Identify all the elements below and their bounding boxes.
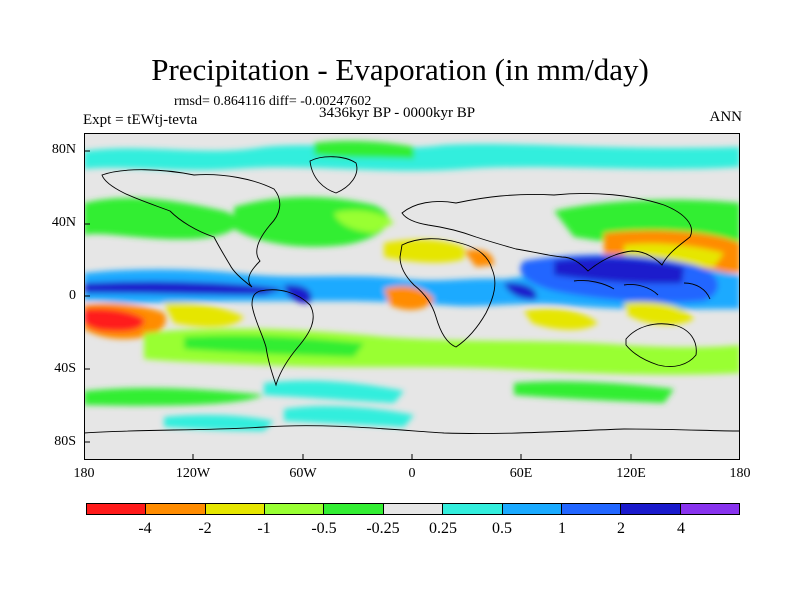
lon-label-60w: 60W bbox=[289, 466, 317, 481]
map-ticks bbox=[84, 150, 632, 460]
colorbar-label: 4 bbox=[677, 520, 685, 537]
colorbar-label: -2 bbox=[198, 520, 212, 537]
period-label: 3436kyr BP - 0000kyr BP bbox=[319, 105, 476, 121]
africa-outline bbox=[399, 238, 496, 348]
lon-label-180e: 180 bbox=[729, 466, 751, 481]
colorbar-label: 0.25 bbox=[429, 520, 457, 537]
colorbar-label: -1 bbox=[257, 520, 271, 537]
colorbar-segment bbox=[502, 504, 562, 514]
colorbar-label: -0.5 bbox=[311, 520, 337, 537]
colorbar-label: 0.5 bbox=[492, 520, 512, 537]
lon-label-120w: 120W bbox=[175, 466, 211, 481]
lat-label-40n: 40N bbox=[51, 215, 76, 230]
colorbar-segment bbox=[87, 504, 147, 514]
colorbar-segment bbox=[265, 504, 325, 514]
colorbar-segment bbox=[146, 504, 206, 514]
lat-label-40s: 40S bbox=[54, 361, 76, 376]
lat-label-0: 0 bbox=[69, 288, 76, 303]
colorbar-label: -4 bbox=[138, 520, 152, 537]
maritime-continent-outline bbox=[573, 280, 711, 300]
colorbar-segment bbox=[561, 504, 622, 514]
lat-label-80n: 80N bbox=[51, 142, 76, 157]
greenland-outline bbox=[309, 156, 358, 194]
colorbar-segment bbox=[680, 504, 739, 514]
colorbar-segment bbox=[383, 504, 444, 514]
colorbar-segment bbox=[324, 504, 384, 514]
lon-label-120e: 120E bbox=[616, 466, 646, 481]
pme-field bbox=[84, 140, 740, 431]
colorbar-label: 1 bbox=[558, 520, 566, 537]
eurasia-outline bbox=[401, 193, 692, 272]
coastlines bbox=[84, 156, 740, 434]
australia-outline bbox=[625, 323, 697, 367]
stats-text: rmsd= 0.864116 diff= -0.00247602 bbox=[174, 94, 372, 109]
world-map bbox=[84, 133, 740, 460]
north-america-outline bbox=[101, 169, 281, 288]
colorbar-segment bbox=[443, 504, 503, 514]
lon-label-0: 0 bbox=[408, 466, 416, 481]
colorbar bbox=[86, 503, 740, 515]
lon-label-60e: 60E bbox=[509, 466, 533, 481]
south-america-outline bbox=[251, 289, 314, 387]
colorbar-segment bbox=[205, 504, 266, 514]
colorbar-label: -0.25 bbox=[366, 520, 400, 537]
lat-label-80s: 80S bbox=[54, 434, 76, 449]
lon-label-180w: 180 bbox=[73, 466, 95, 481]
season-label: ANN bbox=[709, 109, 743, 125]
colorbar-label: 2 bbox=[617, 520, 625, 537]
experiment-label: Expt = tEWtj-tevta bbox=[83, 112, 198, 128]
colorbar-segment bbox=[621, 504, 681, 514]
plot-title: Precipitation - Evaporation (in mm/day) bbox=[151, 52, 649, 87]
antarctica-outline bbox=[84, 425, 740, 434]
